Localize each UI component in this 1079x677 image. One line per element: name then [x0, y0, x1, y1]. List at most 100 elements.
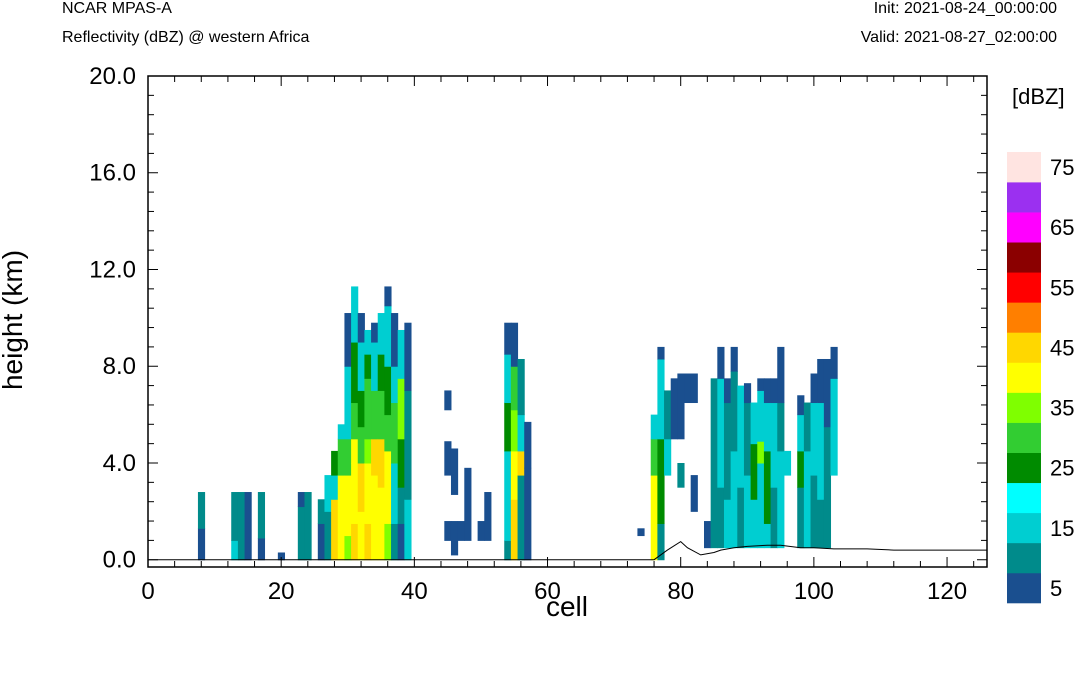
- reflectivity-cell: [723, 378, 732, 404]
- x-tick-label: 100: [794, 578, 834, 605]
- reflectivity-cell: [763, 402, 772, 452]
- reflectivity-cell: [391, 402, 399, 464]
- reflectivity-cell: [710, 378, 718, 549]
- reflectivity-cell: [823, 426, 832, 500]
- x-axis-label: cell: [546, 591, 588, 622]
- reflectivity-cell: [517, 450, 525, 476]
- reflectivity-cell: [357, 342, 365, 391]
- reflectivity-cell: [257, 537, 266, 561]
- terrain-line: [148, 540, 987, 561]
- reflectivity-cell: [524, 421, 532, 469]
- reflectivity-cell: [797, 395, 805, 416]
- reflectivity-cell: [510, 450, 519, 500]
- reflectivity-cell: [650, 414, 658, 440]
- reflectivity-cell: [377, 354, 385, 391]
- valid-time: Valid: 2021-08-27_02:00:00: [860, 29, 1057, 46]
- reflectivity-cell: [684, 373, 692, 404]
- colorbar-swatch: [1007, 512, 1041, 544]
- reflectivity-cell: [237, 492, 246, 561]
- y-axis-label: height (km): [0, 250, 28, 390]
- reflectivity-cell: [737, 385, 745, 488]
- reflectivity-cell: [770, 378, 778, 404]
- reflectivity-cell: [810, 475, 818, 549]
- reflectivity-cell: [650, 438, 658, 476]
- colorbar-label: 55: [1050, 275, 1074, 300]
- reflectivity-cell: [730, 450, 738, 549]
- reflectivity-cell: [331, 475, 339, 500]
- reflectivity-cell: [297, 506, 305, 561]
- reflectivity-cell: [723, 402, 732, 500]
- reflectivity-cell: [351, 402, 359, 440]
- reflectivity-cell: [364, 329, 372, 355]
- reflectivity-cell: [384, 450, 392, 524]
- reflectivity-cell: [351, 342, 359, 404]
- colorbar-label: 45: [1050, 335, 1074, 360]
- reflectivity-cell: [777, 346, 785, 404]
- reflectivity-cell: [444, 521, 452, 541]
- reflectivity-cell: [777, 402, 785, 452]
- reflectivity-cell: [391, 523, 399, 561]
- reflectivity-cell: [257, 492, 266, 539]
- reflectivity-cell: [231, 540, 239, 561]
- x-tick-label: 20: [268, 578, 295, 605]
- reflectivity-cell: [717, 378, 725, 488]
- reflectivity-cell: [397, 487, 405, 524]
- reflectivity-cell: [391, 366, 399, 404]
- reflectivity-cell: [317, 499, 325, 524]
- reflectivity-cell: [797, 450, 805, 488]
- reflectivity-cell: [231, 492, 239, 541]
- reflectivity-cell: [657, 346, 665, 360]
- reflectivity-cell: [817, 358, 825, 404]
- reflectivity-cell: [377, 535, 385, 561]
- reflectivity-cell: [777, 450, 785, 549]
- y-tick-label: 8.0: [103, 353, 136, 380]
- reflectivity-cell: [783, 450, 792, 476]
- reflectivity-cell: [377, 313, 385, 355]
- reflectivity-cell: [324, 475, 332, 512]
- reflectivity-cell: [757, 441, 765, 464]
- reflectivity-cell: [337, 424, 345, 440]
- reflectivity-cell: [524, 467, 532, 561]
- reflectivity-cell: [730, 371, 738, 452]
- reflectivity-cell: [344, 535, 352, 561]
- reflectivity-cell: [664, 438, 672, 476]
- plot-title: NCAR MPAS-A: [62, 0, 172, 17]
- reflectivity-cell: [450, 448, 459, 495]
- reflectivity-cell: [351, 286, 359, 343]
- reflectivity-cell: [297, 492, 305, 508]
- reflectivity-cell: [763, 378, 772, 404]
- reflectivity-cell: [371, 438, 379, 476]
- reflectivity-cell: [277, 552, 286, 561]
- reflectivity-cell: [757, 390, 765, 442]
- colorbar-swatch: [1007, 572, 1041, 604]
- y-tick-label: 16.0: [89, 160, 136, 187]
- reflectivity-cell: [823, 499, 832, 549]
- reflectivity-cell: [750, 443, 758, 500]
- reflectivity-cell: [371, 342, 379, 391]
- reflectivity-cell: [484, 492, 492, 541]
- reflectivity-cell: [337, 475, 345, 561]
- colorbar-label: 15: [1050, 516, 1074, 541]
- reflectivity-cell: [357, 390, 365, 428]
- plot-subtitle: Reflectivity (dBZ) @ western Africa: [62, 29, 310, 46]
- reflectivity-cell: [404, 499, 412, 561]
- colorbar-swatch: [1007, 152, 1041, 183]
- reflectivity-cell: [504, 402, 512, 452]
- reflectivity-cell: [504, 322, 512, 355]
- colorbar-swatch: [1007, 212, 1041, 243]
- reflectivity-cell: [803, 402, 812, 452]
- reflectivity-cell: [364, 438, 372, 464]
- colorbar-swatch: [1007, 452, 1041, 484]
- reflectivity-cell: [384, 305, 392, 367]
- colorbar-swatch: [1007, 332, 1041, 363]
- reflectivity-cell: [517, 414, 525, 452]
- reflectivity-cell: [197, 528, 206, 561]
- reflectivity-cell: [510, 366, 519, 411]
- colorbar-label: 65: [1050, 215, 1074, 240]
- reflectivity-cell: [357, 463, 365, 512]
- reflectivity-cell: [244, 492, 252, 561]
- reflectivity-cell: [750, 499, 758, 549]
- colorbar-swatch: [1007, 242, 1041, 273]
- reflectivity-cell: [517, 475, 525, 561]
